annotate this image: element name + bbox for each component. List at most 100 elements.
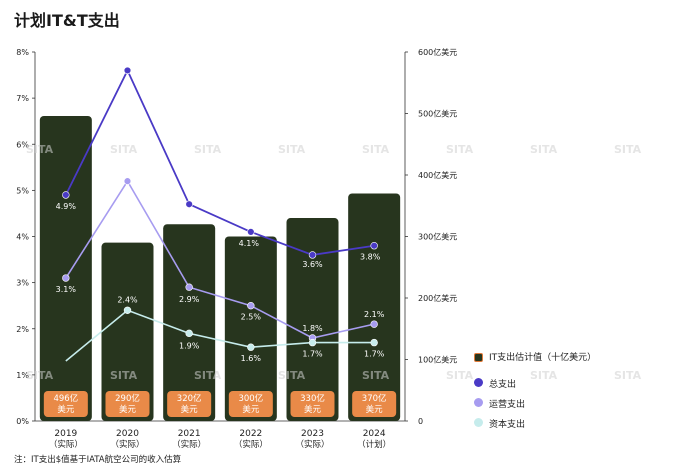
series-value-label: 4.9%	[56, 202, 77, 211]
series-value-label: 1.6%	[241, 354, 262, 363]
watermark-text: SITA	[278, 369, 306, 382]
bar	[286, 218, 339, 421]
series-value-label: 2.4%	[117, 295, 138, 304]
series-point-2	[185, 329, 193, 338]
right-tick-label: 100亿美元	[418, 355, 457, 365]
series-point-1	[62, 274, 70, 282]
legend-swatch-capital	[474, 418, 483, 427]
right-tick-label: 300亿美元	[418, 232, 457, 242]
series-line-0	[65, 68, 375, 256]
series-point-0	[62, 191, 70, 199]
watermark-text: SITA	[530, 369, 558, 382]
bar-value-label: 290亿	[115, 393, 140, 404]
series-value-label: 2.5%	[241, 313, 262, 322]
bar-label-box	[228, 391, 273, 417]
bar-label-box	[167, 391, 212, 417]
watermark-text: SITA	[110, 369, 138, 382]
legend-item-capital: 资本支出	[474, 417, 525, 430]
bar	[163, 224, 216, 421]
left-tick-label: 8%	[16, 48, 29, 57]
series-value-label: 3.6%	[302, 260, 323, 269]
category-sublabel: （实际）	[234, 439, 268, 450]
series-point-2	[370, 338, 378, 347]
series-point-0	[185, 200, 193, 208]
bar-value-label: 美元	[119, 404, 137, 415]
category-sublabel: （计划）	[357, 439, 391, 450]
legend-item-total: 总支出	[474, 377, 516, 390]
watermark-text: SITA	[26, 143, 54, 156]
watermark-text: SITA	[614, 143, 642, 156]
watermark-text: SITA	[194, 369, 222, 382]
category-label: 2020	[116, 429, 139, 439]
chart-title: 计划IT&T支出	[14, 11, 120, 30]
bar-value-label: 300亿	[238, 393, 263, 404]
category-sublabel: （实际）	[295, 439, 329, 450]
left-tick-label: 5%	[16, 186, 29, 195]
series-point-0	[123, 66, 132, 75]
series-value-label: 1.7%	[302, 350, 323, 359]
series-line-1	[65, 179, 375, 339]
category-label: 2022	[239, 429, 262, 439]
watermark-text: SITA	[194, 143, 222, 156]
legend-item-it-spend: IT支出估计值（十亿美元）	[474, 352, 596, 364]
series-point-0	[247, 228, 255, 236]
bar-value-label: 330亿	[300, 393, 325, 404]
series-value-label: 3.8%	[360, 253, 381, 262]
watermark-text: SITA	[26, 369, 54, 382]
left-tick-label: 7%	[16, 94, 29, 103]
bar	[224, 236, 277, 421]
bar	[39, 115, 92, 422]
series-point-0	[370, 242, 378, 250]
series-point-2	[123, 306, 132, 314]
bar-label-box	[105, 391, 150, 417]
series-point-2	[247, 343, 255, 351]
legend-item-operating: 运营支出	[474, 397, 525, 410]
series-value-label: 2.9%	[179, 295, 200, 304]
right-tick-label: 200亿美元	[418, 293, 457, 303]
watermark-text: SITA	[278, 143, 306, 156]
category-sublabel: （实际）	[49, 439, 83, 450]
category-label: 2021	[178, 429, 201, 439]
series-value-label: 2.1%	[364, 310, 385, 319]
watermark-text: SITA	[530, 143, 558, 156]
bar-label-box	[352, 391, 397, 417]
legend-label-capital: 资本支出	[489, 420, 526, 430]
legend-swatch-total	[474, 378, 483, 387]
category-sublabel: （实际）	[172, 439, 206, 450]
left-tick-label: 3%	[16, 279, 29, 288]
watermark-text: SITA	[362, 143, 390, 156]
series-value-label: 4.1%	[239, 239, 260, 248]
right-tick-label: 500亿美元	[418, 109, 457, 119]
footnote: 注：IT支出$值基于IATA航空公司的收入估算	[14, 455, 182, 465]
series-value-label: 4.7%	[187, 190, 208, 199]
series-value-label: 5.2%	[117, 166, 138, 175]
watermark-text: SITA	[446, 369, 474, 382]
bar-value-label: 496亿	[53, 393, 78, 404]
series-value-label: 3.1%	[56, 285, 77, 294]
category-label: 2024	[363, 429, 386, 439]
series-point-2	[308, 338, 317, 347]
series-point-1	[123, 177, 132, 185]
series-point-1	[370, 320, 378, 328]
bar-value-label: 美元	[304, 404, 322, 415]
right-tick-label: 400亿美元	[418, 170, 457, 180]
right-tick-label: 600亿美元	[418, 47, 457, 57]
bar-label-box	[290, 391, 335, 417]
category-label: 2023	[301, 429, 324, 439]
watermark-text: SITA	[362, 369, 390, 382]
bar-value-label: 320亿	[177, 393, 202, 404]
legend-swatch-operating	[474, 398, 483, 407]
category-label: 2019	[54, 429, 77, 439]
bar	[101, 242, 154, 421]
legend-label-operating: 运营支出	[489, 400, 526, 410]
series-line-2	[65, 309, 375, 362]
bar-value-label: 美元	[366, 404, 384, 415]
bar-value-label: 370亿	[362, 393, 387, 404]
category-sublabel: （实际）	[110, 439, 144, 450]
bar-label-box	[43, 391, 88, 417]
series-value-label: 1.9%	[179, 341, 200, 350]
left-tick-label: 2%	[16, 325, 29, 334]
series-value-label: 7.6%	[117, 55, 138, 64]
left-tick-label: 6%	[16, 140, 29, 149]
